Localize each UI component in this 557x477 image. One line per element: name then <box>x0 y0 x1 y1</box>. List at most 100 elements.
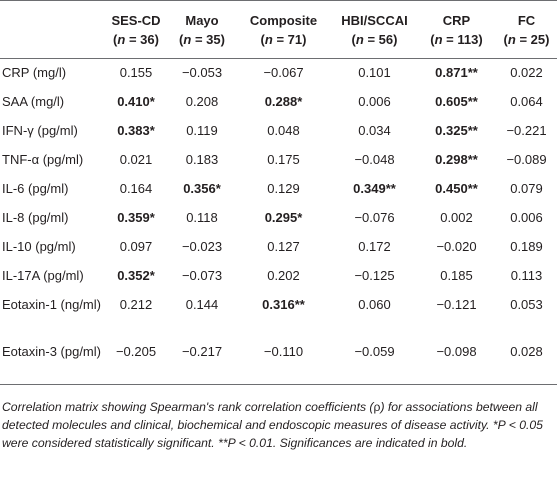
table-cell: 0.028 <box>496 337 557 385</box>
table-cell: 0.060 <box>358 296 391 312</box>
table-cell: −0.098 <box>417 337 496 385</box>
column-sample-size: (n = 113) <box>430 31 483 47</box>
column-name: Mayo <box>185 12 219 28</box>
n-equals: = <box>191 31 207 47</box>
table-cell: 0.202 <box>267 268 300 283</box>
table-cell: 0.064 <box>510 94 543 109</box>
table-cell: 0.127 <box>267 239 300 254</box>
table-cell: 0.164 <box>119 181 153 196</box>
table-row: IL-8 (pg/ml) 0.359* 0.118 0.295* −0.076 0.002… <box>0 204 557 233</box>
column-name: HBI/SCCAI <box>341 12 408 28</box>
header-composite: Composite (n = 71) <box>235 0 332 59</box>
table-cell: 0.359* <box>117 210 155 225</box>
row-label: IL-8 (pg/ml) <box>2 210 69 225</box>
rho-symbol: ρ <box>373 400 381 414</box>
table-cell: 0.349** <box>353 181 396 196</box>
column-name: SES-CD <box>111 12 161 28</box>
table-cell: 0.185 <box>440 268 473 283</box>
table-row: IFN-γ (pg/ml) 0.383* 0.119 0.048 0.034 0.325*… <box>0 117 557 146</box>
table-row: CRP (mg/l) 0.155 −0.053 −0.067 0.101 0.871** 0… <box>0 59 557 88</box>
table-cell: 0.119 <box>186 123 218 138</box>
table-cell: 0.383* <box>117 123 155 138</box>
table-cell: 0.155 <box>119 65 153 81</box>
table-cell: 0.006 <box>358 94 391 109</box>
table-cell: 0.129 <box>267 181 300 196</box>
n-symbol: n <box>507 31 516 47</box>
table-cell: −0.073 <box>181 268 223 283</box>
n-equals: = <box>515 31 531 47</box>
footnote-text-before: Correlation matrix showing Spearman's ra… <box>2 400 374 414</box>
table-cell: −0.125 <box>354 268 395 283</box>
table-cell: 0.048 <box>267 123 300 138</box>
n-value: 25 <box>530 31 546 47</box>
table-row: Eotaxin-1 (ng/ml) 0.212 0.144 0.316** 0.060 −… <box>0 291 557 338</box>
table-row: IL-17A (pg/ml) 0.352* −0.073 0.202 −0.125 0.1… <box>0 262 557 291</box>
table-cell: 0.034 <box>358 123 391 138</box>
header-fc: FC (n = 25) <box>496 0 557 59</box>
table-cell: −0.076 <box>354 210 395 225</box>
table-cell: 0.101 <box>358 65 391 81</box>
n-symbol: n <box>183 31 192 47</box>
table-cell: 0.356* <box>183 181 221 196</box>
table-cell: 0.113 <box>510 268 543 283</box>
table-cell: 0.183 <box>185 152 219 167</box>
column-name: FC <box>517 12 536 28</box>
footnote: Correlation matrix showing Spearman's ra… <box>2 398 555 452</box>
header-corner <box>0 0 103 59</box>
table-cell: 0.212 <box>119 296 153 312</box>
table-cell: −0.110 <box>235 337 332 385</box>
table-cell: 0.175 <box>267 152 300 167</box>
header-hbi-sccai: HBI/SCCAI (n = 56) <box>332 0 417 59</box>
header-mayo: Mayo (n = 35) <box>169 0 235 59</box>
footnote-text-after: ) for associations between all detected … <box>2 400 543 450</box>
n-value: 35 <box>206 31 221 47</box>
n-value: 36 <box>140 31 155 47</box>
table-cell: −0.059 <box>332 337 417 385</box>
table-cell: 0.021 <box>119 152 153 167</box>
n-symbol: n <box>264 31 273 47</box>
table-cell: 0.871** <box>435 65 478 81</box>
n-equals: = <box>272 31 288 47</box>
row-label: Eotaxin-1 (ng/ml) <box>2 296 101 312</box>
table-cell: 0.605** <box>435 94 478 109</box>
row-label: SAA (mg/l) <box>2 94 65 109</box>
n-symbol: n <box>117 31 126 47</box>
row-label: CRP (mg/l) <box>2 65 67 81</box>
row-label: Eotaxin-3 (pg/ml) <box>0 337 103 385</box>
table-cell: 0.172 <box>358 239 391 254</box>
table-cell: 0.079 <box>510 181 543 196</box>
table-cell: −0.121 <box>436 296 477 312</box>
table-cell: −0.023 <box>181 239 223 254</box>
table-row: SAA (mg/l) 0.410* 0.208 0.288* 0.006 0.605** 0… <box>0 88 557 117</box>
table-cell: 0.097 <box>119 239 153 254</box>
n-equals: = <box>363 31 379 47</box>
table-cell: 0.189 <box>510 239 543 254</box>
table-cell: 0.006 <box>510 210 543 225</box>
n-value: 56 <box>378 31 394 47</box>
table-cell: 0.316** <box>262 296 305 312</box>
table-cell: 0.295* <box>264 210 303 225</box>
n-symbol: n <box>434 31 443 47</box>
column-sample-size: (n = 25) <box>503 31 550 47</box>
column-sample-size: (n = 71) <box>260 31 307 47</box>
table-cell: 0.118 <box>186 210 218 225</box>
table-row: IL-10 (pg/ml) 0.097 −0.023 0.127 0.172 −0.020… <box>0 233 557 262</box>
header-crp: CRP (n = 113) <box>417 0 496 59</box>
table-cell: −0.020 <box>436 239 477 254</box>
row-label: IL-6 (pg/ml) <box>2 181 69 196</box>
n-value: 113 <box>457 31 479 47</box>
table-cell: −0.067 <box>263 65 304 81</box>
table-cell: 0.352* <box>117 268 155 283</box>
n-symbol: n <box>355 31 364 47</box>
n-equals: = <box>125 31 141 47</box>
column-sample-size: (n = 56) <box>351 31 398 47</box>
correlation-table: SES-CD (n = 36) Mayo (n = 35) Composite (n = … <box>0 0 557 385</box>
table-cell: 0.298** <box>435 152 478 167</box>
header-row: SES-CD (n = 36) Mayo (n = 35) Composite (n = … <box>0 0 557 59</box>
table-cell: −0.089 <box>506 152 547 167</box>
table-cell: 0.450** <box>435 181 478 196</box>
table-row: TNF-α (pg/ml) 0.021 0.183 0.175 −0.048 0.298*… <box>0 146 557 175</box>
table-cell: −0.053 <box>181 65 223 81</box>
table-cell: 0.208 <box>185 94 219 109</box>
